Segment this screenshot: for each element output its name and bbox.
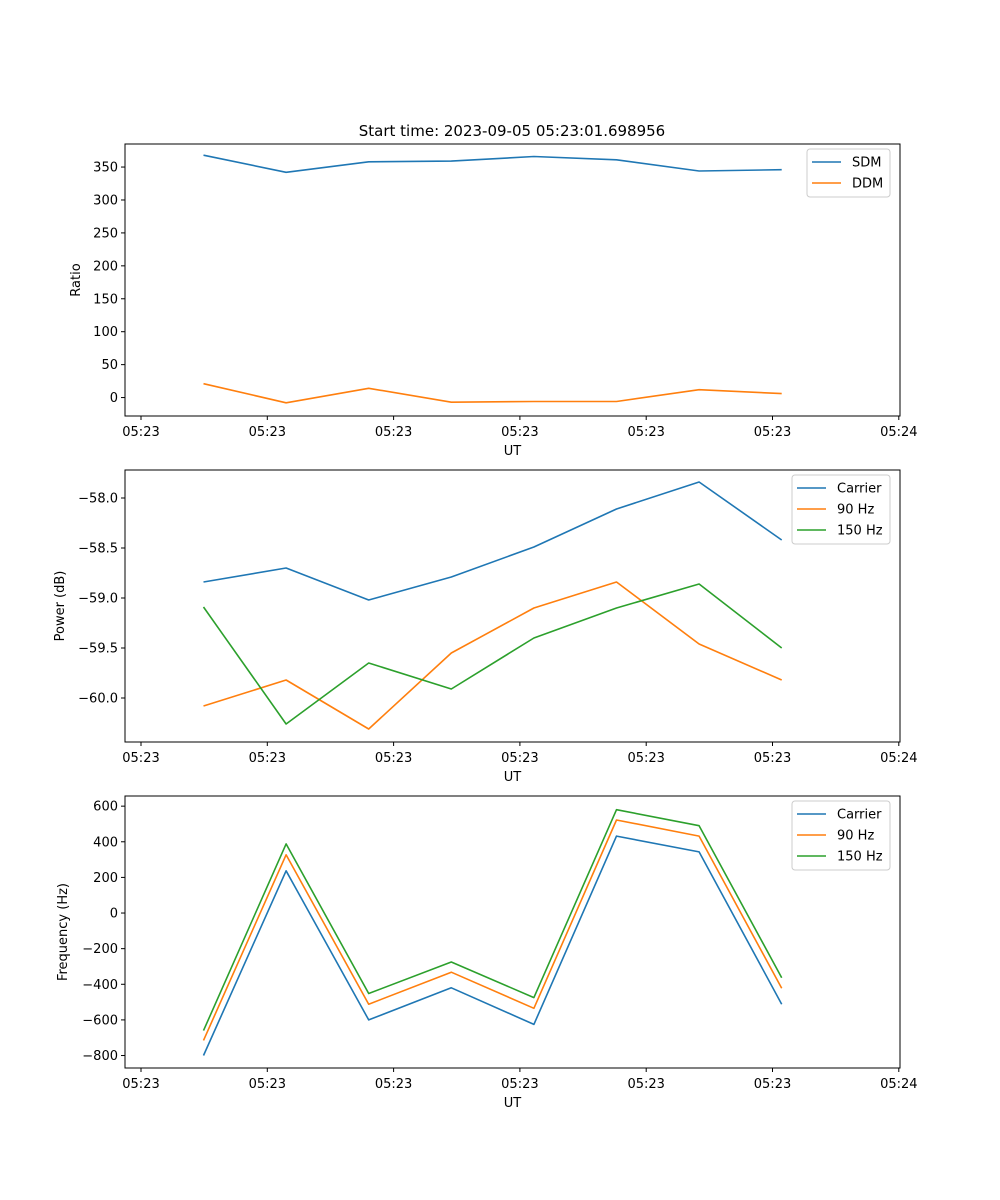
legend-label: 150 Hz bbox=[837, 524, 883, 539]
y-axis-label: Ratio bbox=[69, 263, 84, 296]
legend: Carrier 90 Hz 150 Hz bbox=[791, 800, 891, 871]
legend-label: DDM bbox=[852, 177, 883, 192]
y-axis-label: Frequency (Hz) bbox=[56, 883, 71, 981]
y-tick-label: 400 bbox=[93, 835, 118, 850]
x-tick-label: 05:23 bbox=[375, 751, 412, 766]
y-tick-label: 250 bbox=[93, 226, 118, 241]
legend-box bbox=[791, 800, 891, 871]
x-tick-label: 05:23 bbox=[754, 751, 791, 766]
y-tick-label: −200 bbox=[82, 942, 118, 957]
series-line-sdm bbox=[203, 154, 782, 174]
subplot-1: 0 50 100 150 200 250 300 350 05:23 05:23 05:23 05:2… bbox=[69, 143, 918, 459]
legend: Carrier 90 Hz 150 Hz bbox=[791, 474, 891, 545]
series-line-ddm bbox=[203, 382, 782, 404]
series-line-150-hz bbox=[202, 808, 783, 1031]
x-tick-label: 05:24 bbox=[880, 751, 917, 766]
series-line-90-hz bbox=[202, 819, 783, 1041]
y-tick-label: −59.5 bbox=[78, 642, 118, 657]
axes-frame bbox=[124, 795, 901, 1069]
series-line-carrier bbox=[202, 835, 783, 1056]
x-tick-label: 05:24 bbox=[880, 425, 917, 440]
legend-label: 90 Hz bbox=[837, 829, 874, 844]
legend-box bbox=[791, 474, 891, 545]
x-tick-label: 05:23 bbox=[627, 751, 664, 766]
y-tick-label: −400 bbox=[82, 978, 118, 993]
x-axis-label: UT bbox=[504, 1096, 522, 1111]
y-tick-label: 100 bbox=[93, 325, 118, 340]
y-tick-label: 200 bbox=[93, 871, 118, 886]
x-tick-label: 05:23 bbox=[754, 1077, 791, 1092]
x-tick-label: 05:23 bbox=[501, 1077, 538, 1092]
legend-label: SDM bbox=[852, 156, 881, 171]
figure-title: Start time: 2023-09-05 05:23:01.698956 bbox=[359, 122, 665, 140]
y-axis-label: Power (dB) bbox=[53, 571, 68, 642]
y-tick-label: 0 bbox=[110, 907, 118, 922]
legend: SDM DDM bbox=[806, 148, 891, 198]
y-tick-label: −600 bbox=[82, 1013, 118, 1028]
subplot-2: −60.0 −59.5 −59.0 −58.5 −58.0 05:23 05:23 05:23… bbox=[53, 469, 918, 785]
x-tick-label: 05:23 bbox=[249, 751, 286, 766]
x-tick-label: 05:23 bbox=[249, 425, 286, 440]
y-tick-label: 350 bbox=[93, 161, 118, 176]
x-tick-label: 05:23 bbox=[122, 1077, 159, 1092]
axes-frame bbox=[124, 143, 901, 417]
legend-label: Carrier bbox=[837, 482, 882, 497]
y-tick-label: 50 bbox=[101, 358, 118, 373]
y-tick-label: −58.0 bbox=[78, 492, 118, 507]
x-axis-label: UT bbox=[504, 770, 522, 785]
legend-label: Carrier bbox=[837, 808, 882, 823]
series-line-90-hz bbox=[203, 581, 783, 730]
x-tick-label: 05:23 bbox=[122, 751, 159, 766]
x-tick-label: 05:24 bbox=[880, 1077, 917, 1092]
x-tick-label: 05:23 bbox=[501, 751, 538, 766]
x-tick-label: 05:23 bbox=[249, 1077, 286, 1092]
y-tick-label: 300 bbox=[93, 193, 118, 208]
legend-label: 150 Hz bbox=[837, 850, 883, 865]
y-tick-label: 200 bbox=[93, 259, 118, 274]
y-tick-label: −800 bbox=[82, 1049, 118, 1064]
x-tick-label: 05:23 bbox=[627, 425, 664, 440]
axes-frame bbox=[124, 469, 901, 743]
legend-box bbox=[806, 148, 891, 198]
y-tick-label: 0 bbox=[110, 391, 118, 406]
y-tick-label: −58.5 bbox=[78, 542, 118, 557]
legend-label: 90 Hz bbox=[837, 503, 874, 518]
y-tick-label: −60.0 bbox=[78, 692, 118, 707]
series-line-carrier bbox=[203, 481, 783, 601]
y-tick-label: 150 bbox=[93, 292, 118, 307]
x-tick-label: 05:23 bbox=[627, 1077, 664, 1092]
x-axis-label: UT bbox=[504, 444, 522, 459]
x-tick-label: 05:23 bbox=[375, 1077, 412, 1092]
y-tick-label: −59.0 bbox=[78, 592, 118, 607]
y-tick-label: 600 bbox=[93, 800, 118, 815]
x-tick-label: 05:23 bbox=[122, 425, 159, 440]
x-tick-label: 05:23 bbox=[375, 425, 412, 440]
x-tick-label: 05:23 bbox=[754, 425, 791, 440]
series-line-150-hz bbox=[202, 583, 783, 725]
subplot-3: −800 −600 −400 −200 0 200 400 600 05:23 05:23 05:2… bbox=[56, 795, 918, 1111]
x-tick-label: 05:23 bbox=[501, 425, 538, 440]
